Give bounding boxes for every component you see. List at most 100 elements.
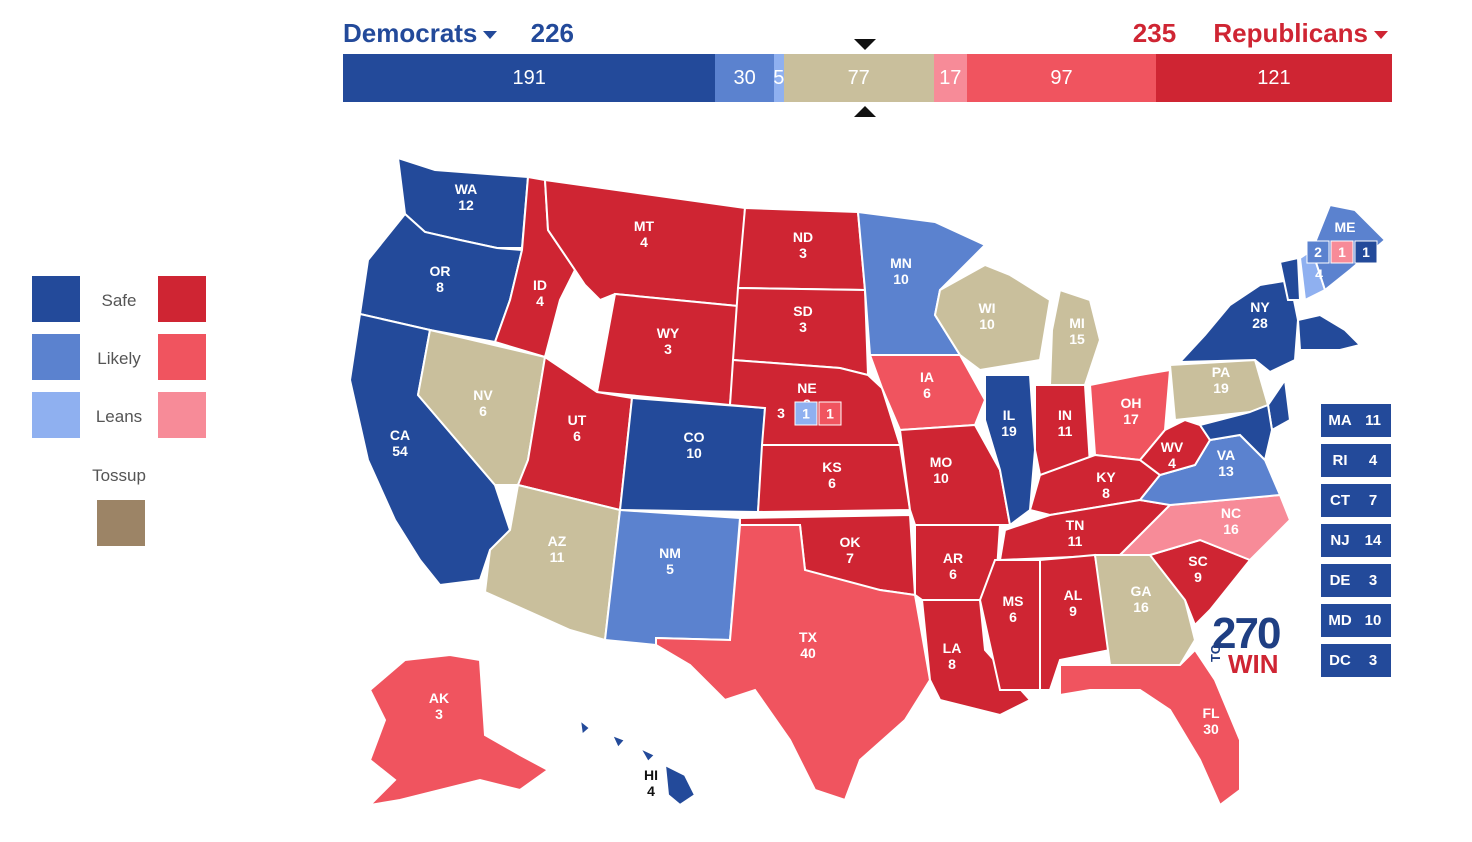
small-state-nj[interactable]: NJ 14 bbox=[1321, 524, 1391, 557]
legend-tossup-label: Tossup bbox=[92, 466, 146, 485]
state-label-vt: VT bbox=[1285, 230, 1303, 246]
state-label-wa: WA bbox=[455, 181, 478, 197]
small-state-abbr: CT bbox=[1330, 492, 1350, 509]
legend-leans-label: Leans bbox=[95, 407, 143, 426]
ne-district-1-value: 1 bbox=[802, 406, 810, 422]
me-district-1-value: 1 bbox=[1338, 244, 1346, 260]
electoral-vote-bar: 191 30 5 77 17 97 121 bbox=[343, 54, 1392, 102]
republicans-total: 235 bbox=[1132, 18, 1177, 48]
state-ev-mi: 15 bbox=[1069, 331, 1085, 347]
270towin-logo-win: WIN bbox=[1228, 649, 1279, 679]
state-label-il: IL bbox=[1003, 407, 1016, 423]
state-ev-in: 11 bbox=[1058, 423, 1073, 439]
state-il[interactable] bbox=[984, 374, 1037, 527]
chevron-down-icon[interactable] bbox=[483, 31, 498, 40]
state-ny[interactable] bbox=[1177, 278, 1300, 374]
state-vt[interactable] bbox=[1278, 256, 1302, 301]
state-md-de[interactable] bbox=[1198, 403, 1274, 462]
ne-district-2[interactable] bbox=[818, 401, 842, 426]
state-hi[interactable] bbox=[663, 763, 697, 807]
small-state-md[interactable]: MD 10 bbox=[1321, 604, 1391, 637]
bar-segment-leans-r[interactable]: 17 bbox=[933, 54, 967, 102]
state-label-wv: WV bbox=[1161, 439, 1184, 455]
state-label-ca: CA bbox=[390, 427, 410, 443]
republicans-dropdown[interactable]: Republicans bbox=[1213, 18, 1368, 48]
legend-leans-d-swatch[interactable] bbox=[32, 392, 80, 438]
ne-statewide-ev: 3 bbox=[777, 405, 785, 421]
state-label-tn: TN bbox=[1066, 517, 1085, 533]
state-ev-nm: 5 bbox=[666, 561, 674, 577]
state-fl[interactable] bbox=[1059, 648, 1241, 807]
legend-leans-r-swatch[interactable] bbox=[158, 392, 206, 438]
state-ev-az: 11 bbox=[550, 549, 565, 565]
bar-segment-tossup[interactable]: 77 bbox=[783, 54, 934, 102]
state-ma-ri-ct[interactable] bbox=[1296, 313, 1362, 351]
ne-district-1[interactable] bbox=[794, 401, 818, 426]
state-ev-ok: 7 bbox=[846, 550, 854, 566]
small-state-ev: 3 bbox=[1368, 652, 1378, 669]
state-label-mn: MN bbox=[890, 255, 912, 271]
state-label-hi: HI bbox=[644, 767, 658, 783]
state-label-va: VA bbox=[1217, 447, 1235, 463]
state-label-oh: OH bbox=[1121, 395, 1142, 411]
small-state-dc[interactable]: DC 3 bbox=[1321, 644, 1391, 677]
me-statewide[interactable] bbox=[1306, 240, 1330, 264]
ne-district-2-value: 1 bbox=[826, 406, 834, 422]
small-state-ri[interactable]: RI 4 bbox=[1321, 444, 1391, 477]
state-ev-la: 8 bbox=[948, 656, 956, 672]
state-label-wy: WY bbox=[657, 325, 680, 341]
chevron-down-icon[interactable] bbox=[1374, 31, 1388, 40]
state-label-ms: MS bbox=[1003, 593, 1024, 609]
state-label-ak: AK bbox=[429, 690, 449, 706]
state-ev-ny: 28 bbox=[1252, 315, 1268, 331]
state-ev-ca: 54 bbox=[392, 443, 408, 459]
democrats-dropdown[interactable]: Democrats bbox=[343, 18, 478, 48]
state-ev-vt: 3 bbox=[1290, 246, 1298, 262]
state-ev-pa: 19 bbox=[1213, 380, 1229, 396]
small-state-de[interactable]: DE 3 bbox=[1321, 564, 1391, 597]
state-label-ny: NY bbox=[1250, 299, 1270, 315]
state-ev-nh: 4 bbox=[1315, 266, 1323, 282]
state-label-tx: TX bbox=[799, 629, 818, 645]
bar-segment-safe-d[interactable]: 191 bbox=[343, 54, 716, 102]
state-ev-wa: 12 bbox=[458, 197, 474, 213]
legend-safe-d-swatch[interactable] bbox=[32, 276, 80, 322]
bar-segment-likely-d[interactable]: 30 bbox=[715, 54, 774, 102]
hawaii-island-maui[interactable] bbox=[637, 745, 657, 764]
state-label-mo: MO bbox=[930, 454, 953, 470]
bar-segment-likely-r[interactable]: 97 bbox=[966, 54, 1157, 102]
state-label-in: IN bbox=[1058, 407, 1072, 423]
small-state-ma[interactable]: MA 11 bbox=[1321, 404, 1391, 437]
state-ev-nc: 16 bbox=[1223, 521, 1239, 537]
state-ev-wv: 4 bbox=[1168, 455, 1176, 471]
bar-segment-leans-d[interactable]: 5 bbox=[773, 54, 784, 102]
state-ev-va: 13 bbox=[1218, 463, 1234, 479]
state-ev-nv: 6 bbox=[479, 403, 487, 419]
legend-likely-r-swatch[interactable] bbox=[158, 334, 206, 380]
hawaii-island-kauai[interactable] bbox=[578, 717, 592, 737]
state-nm[interactable] bbox=[603, 508, 742, 647]
bar-segment-safe-r[interactable]: 121 bbox=[1156, 54, 1392, 102]
state-ev-mn: 10 bbox=[893, 271, 909, 287]
legend-likely-d-swatch[interactable] bbox=[32, 334, 80, 380]
state-label-ks: KS bbox=[822, 459, 841, 475]
me-district-2[interactable] bbox=[1354, 240, 1378, 264]
state-ev-tn: 11 bbox=[1068, 533, 1083, 549]
legend-safe-r-swatch[interactable] bbox=[158, 276, 206, 322]
state-ev-sd: 3 bbox=[799, 319, 807, 335]
hawaii-island-oahu[interactable] bbox=[610, 733, 627, 750]
me-district-1[interactable] bbox=[1330, 240, 1354, 264]
state-label-id: ID bbox=[533, 277, 547, 293]
state-ak[interactable] bbox=[367, 653, 550, 807]
legend-tossup-swatch[interactable] bbox=[97, 500, 145, 546]
state-tx[interactable] bbox=[655, 524, 932, 802]
state-label-ky: KY bbox=[1096, 469, 1116, 485]
state-label-ut: UT bbox=[568, 412, 587, 428]
state-label-me: ME bbox=[1335, 219, 1356, 235]
small-state-ct[interactable]: CT 7 bbox=[1321, 484, 1391, 517]
270towin-logo-to: TO bbox=[1208, 644, 1223, 662]
state-label-sc: SC bbox=[1188, 553, 1207, 569]
state-ev-ar: 6 bbox=[949, 566, 957, 582]
state-label-ga: GA bbox=[1131, 583, 1152, 599]
state-wi[interactable] bbox=[933, 263, 1052, 372]
